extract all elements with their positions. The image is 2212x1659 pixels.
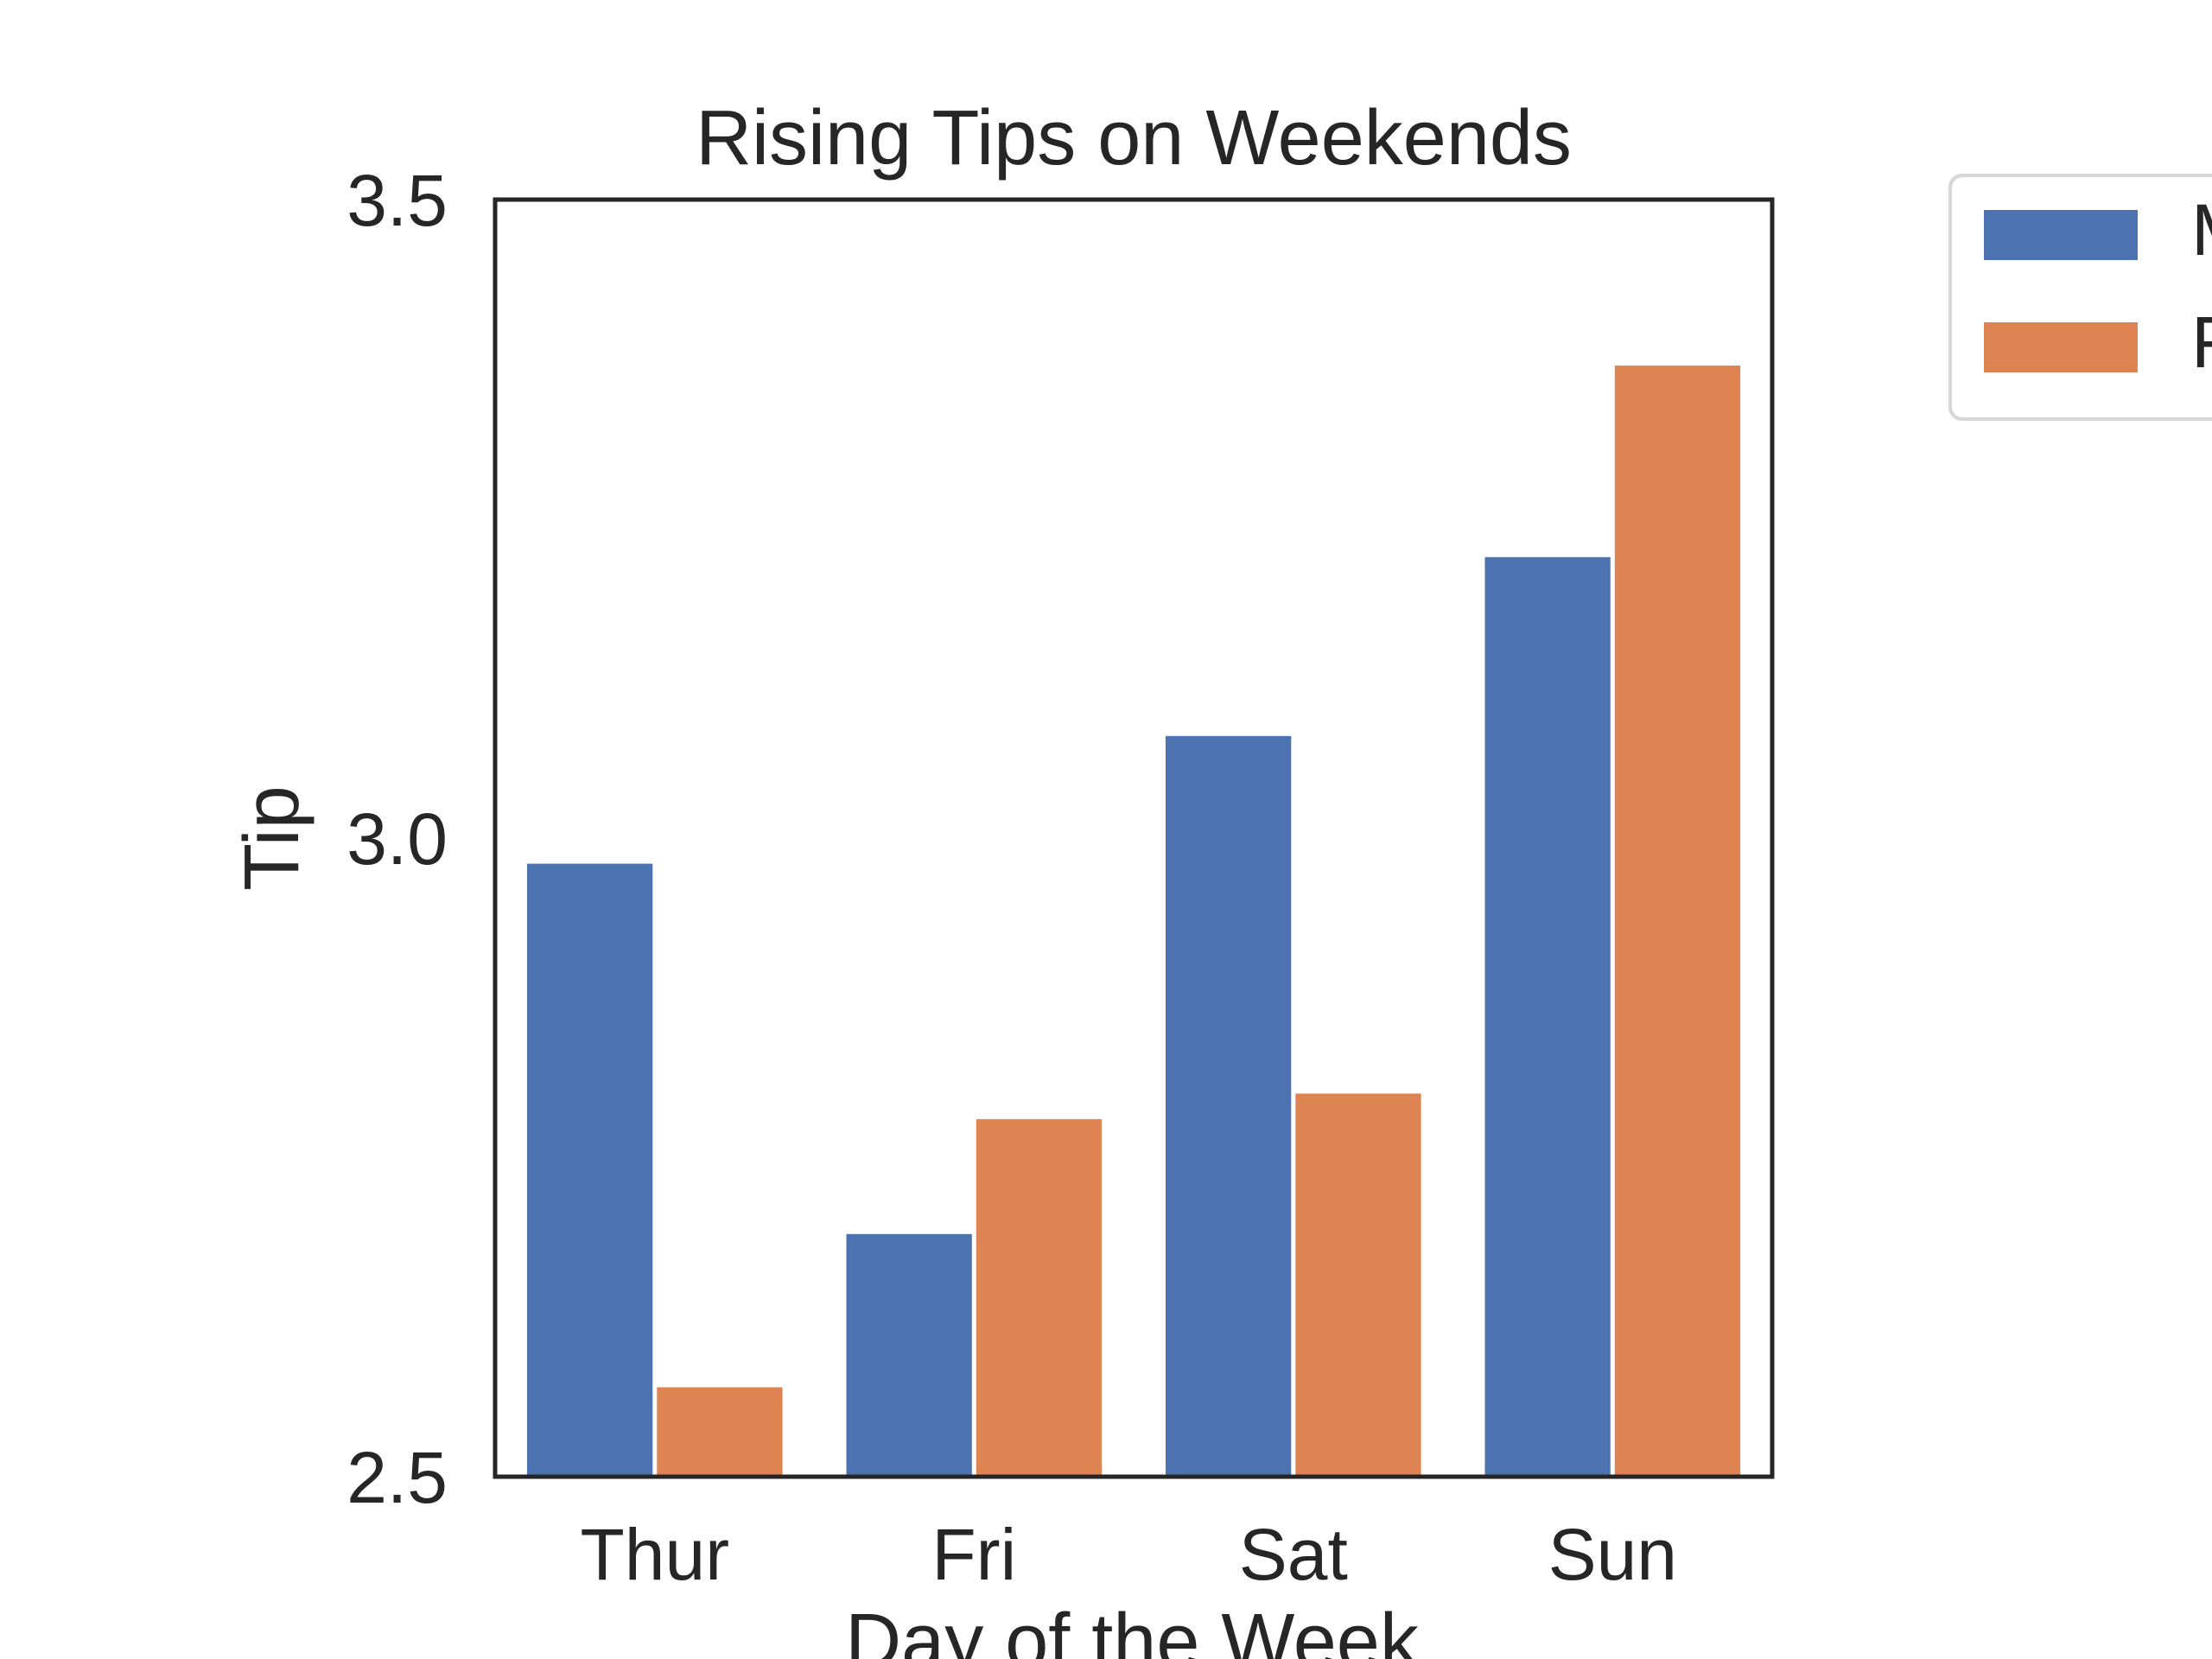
chart-title: Rising Tips on Weekends [696, 95, 1572, 181]
bar-male-sun [1484, 556, 1611, 1477]
y-tick-label: 2.5 [346, 1437, 448, 1518]
x-tick-label: Thur [580, 1514, 729, 1595]
y-axis-label: Tip [229, 785, 315, 891]
bar-female-fri [976, 1119, 1103, 1477]
legend-label-female: Female [2191, 302, 2212, 383]
x-tick-labels: Thur Fri Sat Sun [580, 1514, 1677, 1595]
x-tick-label: Sat [1239, 1514, 1348, 1595]
legend-swatch-female [1984, 322, 2138, 372]
bar-female-sat [1295, 1093, 1421, 1477]
bar-male-thur [527, 863, 653, 1477]
legend-items: Male Female [1984, 189, 2212, 383]
x-tick-label: Sun [1548, 1514, 1677, 1595]
bar-male-fri [846, 1234, 972, 1477]
y-tick-labels: 2.5 3.0 3.5 [346, 160, 448, 1518]
legend-swatch-male [1984, 210, 2138, 260]
bar-male-sat [1166, 735, 1292, 1477]
bar-female-thur [657, 1387, 783, 1477]
y-tick-label: 3.5 [346, 160, 448, 241]
plot-frame [493, 197, 1775, 1479]
y-tick-label: 3.0 [346, 798, 448, 880]
legend: Male Female [1948, 174, 2212, 421]
x-tick-label: Fri [931, 1514, 1016, 1595]
x-axis-label: Day of the Week [845, 1599, 1420, 1659]
legend-label-male: Male [2191, 189, 2212, 270]
bar-female-sun [1614, 365, 1741, 1478]
bars-group [527, 365, 1741, 1478]
